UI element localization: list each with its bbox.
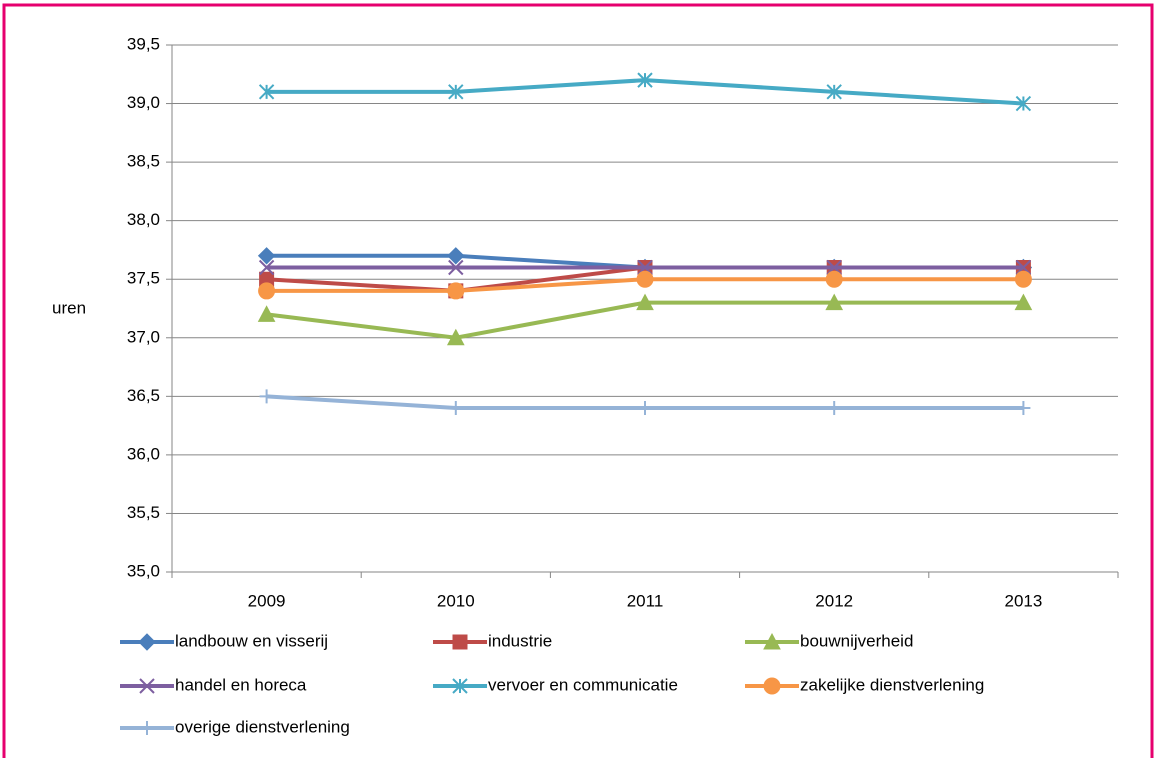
y-tick-label: 37,0 — [127, 327, 160, 346]
legend-label: zakelijke dienstverlening — [800, 675, 984, 694]
y-tick-label: 35,5 — [127, 503, 160, 522]
marker — [825, 293, 844, 311]
y-tick-label: 38,5 — [127, 152, 160, 171]
x-tick-label: 2011 — [627, 591, 664, 610]
legend-label: bouwnijverheid — [800, 631, 913, 650]
marker — [636, 270, 654, 288]
marker — [258, 282, 276, 300]
legend-label: handel en horeca — [175, 675, 307, 694]
legend-label: overige dienstverlening — [175, 717, 350, 736]
marker — [637, 72, 653, 88]
y-axis-label: uren — [52, 298, 86, 317]
x-tick-label: 2012 — [815, 591, 853, 610]
marker — [825, 270, 843, 288]
y-tick-label: 39,0 — [127, 93, 160, 112]
legend-label: vervoer en communicatie — [488, 675, 678, 694]
marker — [827, 401, 842, 416]
marker — [448, 259, 464, 276]
marker — [636, 293, 654, 311]
legend-label: landbouw en visserij — [175, 631, 328, 650]
marker — [446, 328, 465, 346]
x-tick-label: 2009 — [248, 591, 286, 610]
marker — [826, 84, 842, 100]
marker — [452, 634, 468, 650]
marker — [258, 84, 275, 100]
marker — [448, 401, 463, 416]
marker — [1014, 270, 1032, 288]
marker — [763, 632, 781, 650]
marker — [140, 721, 154, 735]
marker — [763, 677, 781, 695]
x-tick-label: 2010 — [437, 591, 475, 610]
y-tick-label: 36,5 — [127, 386, 160, 405]
marker — [448, 84, 464, 100]
y-tick-label: 39,5 — [127, 34, 160, 53]
marker — [1014, 293, 1033, 311]
marker — [452, 678, 468, 694]
marker — [447, 247, 465, 265]
marker — [139, 678, 155, 694]
y-tick-label: 35,0 — [127, 561, 160, 580]
y-tick-label: 37,5 — [127, 269, 160, 288]
marker — [258, 259, 275, 276]
marker — [638, 401, 652, 416]
legend-label: industrie — [488, 631, 552, 650]
x-tick-label: 2013 — [1004, 591, 1042, 610]
marker — [447, 282, 465, 300]
marker — [138, 633, 156, 651]
marker — [257, 247, 276, 265]
y-tick-label: 36,0 — [127, 444, 160, 463]
marker — [259, 389, 274, 404]
y-tick-label: 38,0 — [127, 210, 160, 229]
frame — [2, 3, 1154, 758]
marker — [1016, 401, 1031, 416]
marker — [1015, 95, 1032, 112]
marker — [257, 305, 276, 322]
